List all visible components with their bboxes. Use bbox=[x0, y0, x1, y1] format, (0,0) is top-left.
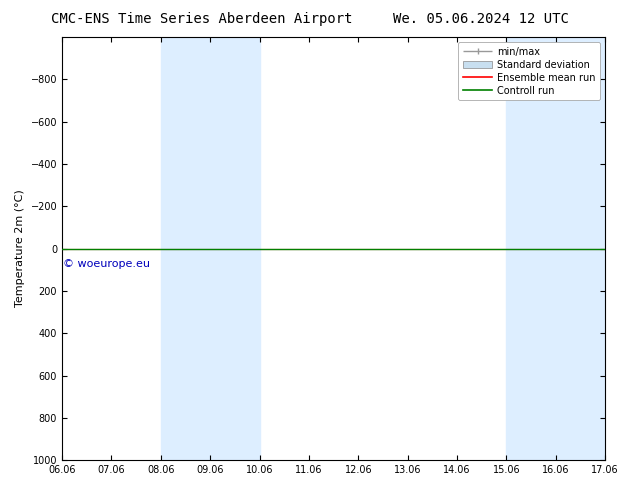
Text: We. 05.06.2024 12 UTC: We. 05.06.2024 12 UTC bbox=[393, 12, 569, 26]
Y-axis label: Temperature 2m (°C): Temperature 2m (°C) bbox=[15, 190, 25, 307]
Text: CMC-ENS Time Series Aberdeen Airport: CMC-ENS Time Series Aberdeen Airport bbox=[51, 12, 353, 26]
Bar bbox=[161, 37, 259, 460]
Legend: min/max, Standard deviation, Ensemble mean run, Controll run: min/max, Standard deviation, Ensemble me… bbox=[458, 42, 600, 100]
Text: © woeurope.eu: © woeurope.eu bbox=[63, 259, 150, 269]
Bar bbox=[507, 37, 605, 460]
